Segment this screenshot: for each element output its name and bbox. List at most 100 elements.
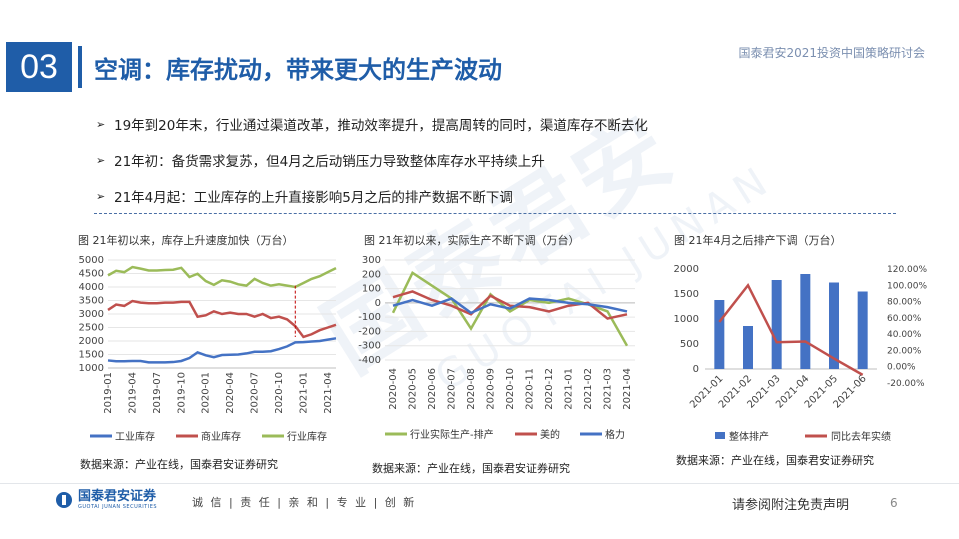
y-tick-label: 2500 xyxy=(79,323,104,334)
x-tick-label: 2020-06 xyxy=(427,368,438,410)
y2-tick-label: 60.00% xyxy=(887,314,922,324)
logo-text-cn: 国泰君安证券 xyxy=(78,489,157,504)
legend-label: 行业库存 xyxy=(287,430,327,443)
y2-tick-label: 40.00% xyxy=(887,330,922,340)
chart2-source: 数据来源：产业在线，国泰君安证券研究 xyxy=(372,462,570,475)
y-tick-label: 300 xyxy=(362,255,381,266)
y-tick-label: 3000 xyxy=(79,309,104,320)
x-tick-label: 2021-02 xyxy=(583,368,594,410)
page-number: 6 xyxy=(890,496,898,510)
x-tick-label: 2020-11 xyxy=(525,368,536,410)
legend-label: 工业库存 xyxy=(115,430,155,443)
y-tick-label: 1500 xyxy=(79,350,104,361)
series-line xyxy=(718,282,864,376)
y-tick-label: 0 xyxy=(375,298,381,309)
y-tick-label: -300 xyxy=(358,341,381,352)
logo-icon xyxy=(56,492,72,508)
x-tick-label: 2020-10 xyxy=(505,368,516,410)
inventory-chart: 1000 1500 2000 2500 3000 3500 4000 4500 5000 2019… xyxy=(79,255,337,443)
y-tick-label: 100 xyxy=(362,284,381,295)
chart1-title: 图 21年初以来，库存上升速度加快（万台） xyxy=(78,234,294,247)
y-tick-label: -200 xyxy=(358,326,381,337)
title-divider xyxy=(78,46,82,88)
bar xyxy=(857,291,868,369)
x-tick-label: 2021-01 xyxy=(298,372,309,414)
x-tick-label: 2020-12 xyxy=(544,368,555,410)
chart1-source: 数据来源：产业在线，国泰君安证券研究 xyxy=(80,458,278,471)
legend-label: 行业实际生产-排产 xyxy=(410,428,494,441)
bullet-item: ➢ 21年初：备货需求复苏，但4月之后动销压力导致整体库存水平持续上升 xyxy=(96,142,648,178)
bullet-text: 21年初：备货需求复苏，但4月之后动销压力导致整体库存水平持续上升 xyxy=(114,154,545,170)
page-title: 空调：库存扰动，带来更大的生产波动 xyxy=(94,56,502,84)
legend-label: 商业库存 xyxy=(201,430,241,443)
y-tick-label: -100 xyxy=(358,312,381,323)
y2-tick-label: 80.00% xyxy=(887,298,922,308)
y-tick-label: 5000 xyxy=(79,255,104,266)
bar xyxy=(800,274,811,369)
bullet-item: ➢ 21年4月起：工业库存的上升直接影响5月之后的排产数据不断下调 xyxy=(96,178,648,214)
bar xyxy=(829,282,839,369)
x-tick-label: 2019-04 xyxy=(127,372,138,414)
y-tick-label: 2000 xyxy=(674,264,699,275)
company-logo: 国泰君安证券 GUOTAI JUNAN SECURITIES xyxy=(56,490,157,510)
bullet-item: ➢ 19年到20年末，行业通过渠道改革，推动效率提升，提高周转的同时，渠道库存不断… xyxy=(96,106,648,142)
x-tick-label: 2020-04 xyxy=(388,368,399,410)
x-tick-label: 2020-07 xyxy=(447,368,458,410)
x-tick-label: 2021-04 xyxy=(622,368,633,410)
y2-tick-label: -20.00% xyxy=(887,379,925,389)
chart3-source: 数据来源：产业在线，国泰君安证券研究 xyxy=(676,454,874,467)
y2-tick-label: 0.00% xyxy=(887,363,916,373)
y-tick-label: 0 xyxy=(693,364,699,375)
bullet-arrow-icon: ➢ xyxy=(96,117,106,131)
x-tick-label: 2020-09 xyxy=(486,368,497,410)
y2-tick-label: 120.00% xyxy=(887,265,927,275)
schedule-chart: 0 500 1000 1500 2000 -20.00% 0.00% 20.00% 40.00%… xyxy=(674,264,928,443)
series-line xyxy=(392,290,628,320)
x-tick-label: 2020-08 xyxy=(466,368,477,410)
company-motto: 诚 信 | 责 任 | 亲 和 | 专 业 | 创 新 xyxy=(192,496,417,509)
x-tick-label: 2021-04 xyxy=(323,372,334,414)
y-tick-label: 1500 xyxy=(674,289,699,300)
bullet-text: 21年4月起：工业库存的上升直接影响5月之后的排产数据不断下调 xyxy=(114,190,513,206)
bar xyxy=(714,300,725,369)
bullet-arrow-icon: ➢ xyxy=(96,153,106,167)
x-tick-label: 2019-10 xyxy=(176,372,187,414)
y-tick-label: 1000 xyxy=(79,363,104,374)
series-line xyxy=(107,265,337,289)
bullet-arrow-icon: ➢ xyxy=(96,189,106,203)
legend-swatch xyxy=(715,432,725,439)
series-line xyxy=(392,297,628,315)
conference-name: 国泰君安2021投资中国策略研讨会 xyxy=(738,46,925,60)
logo-text-en: GUOTAI JUNAN SECURITIES xyxy=(78,504,158,510)
y2-tick-label: 20.00% xyxy=(887,346,922,356)
bar xyxy=(771,280,782,369)
x-tick-label: 2020-01 xyxy=(201,372,212,414)
x-tick-label: 2019-01 xyxy=(103,372,114,414)
bullet-list: ➢ 19年到20年末，行业通过渠道改革，推动效率提升，提高周转的同时，渠道库存不断… xyxy=(96,106,648,214)
legend-label: 美的 xyxy=(540,428,560,441)
disclaimer-link[interactable]: 请参阅附注免责声明 xyxy=(732,498,850,513)
x-tick-label: 2021-03 xyxy=(603,368,614,410)
series-line xyxy=(107,299,337,339)
y2-tick-label: 100.00% xyxy=(887,281,927,291)
x-tick-label: 2020-05 xyxy=(408,368,419,410)
y-tick-label: 4500 xyxy=(79,269,104,280)
section-divider xyxy=(94,213,896,214)
y-tick-label: 3500 xyxy=(79,296,104,307)
footer-divider xyxy=(0,483,959,484)
x-tick-label: 2020-10 xyxy=(274,372,285,414)
y-tick-label: 200 xyxy=(362,269,381,280)
bar xyxy=(743,326,753,369)
legend-label: 整体排产 xyxy=(729,430,769,443)
bullet-text: 19年到20年末，行业通过渠道改革，推动效率提升，提高周转的同时，渠道库存不断去… xyxy=(114,118,648,134)
y-tick-label: 2000 xyxy=(79,336,104,347)
y-tick-label: 1000 xyxy=(674,314,699,325)
y-tick-label: -400 xyxy=(358,355,381,366)
legend-label: 格力 xyxy=(605,428,625,441)
chart3-title: 图 21年4月之后排产下调（万台） xyxy=(674,234,842,247)
legend-label: 同比去年实绩 xyxy=(831,430,891,443)
x-tick-label: 2020-07 xyxy=(250,372,261,414)
x-tick-label: 2021-01 xyxy=(564,368,575,410)
series-line xyxy=(107,337,337,364)
chart2-title: 图 21年初以来，实际生产不断下调（万台） xyxy=(364,234,580,247)
